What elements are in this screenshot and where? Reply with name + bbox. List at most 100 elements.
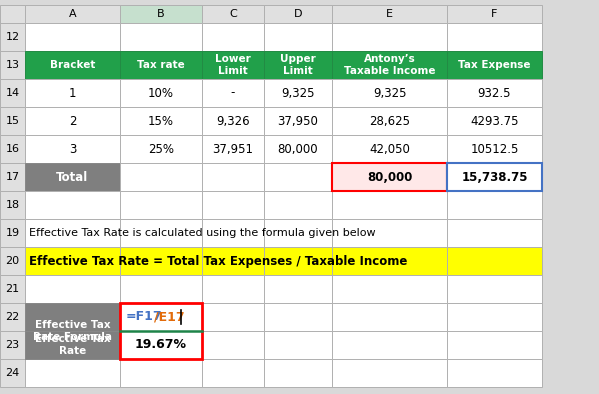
Bar — [332, 219, 447, 247]
Bar — [447, 275, 542, 303]
Text: 4293.75: 4293.75 — [470, 115, 519, 128]
Text: 14: 14 — [5, 88, 20, 98]
Bar — [332, 275, 447, 303]
Bar — [202, 107, 264, 135]
Bar — [120, 275, 202, 303]
Bar — [447, 23, 542, 51]
Text: 23: 23 — [5, 340, 20, 350]
Text: 22: 22 — [5, 312, 20, 322]
Bar — [264, 359, 332, 387]
Bar — [202, 359, 264, 387]
Bar — [0, 51, 25, 79]
Bar — [264, 303, 332, 331]
Text: 3: 3 — [69, 143, 76, 156]
Text: Antony’s
Taxable Income: Antony’s Taxable Income — [344, 54, 435, 76]
Text: Effective Tax Rate is calculated using the formula given below: Effective Tax Rate is calculated using t… — [29, 228, 376, 238]
Bar — [120, 163, 202, 191]
Bar — [120, 79, 202, 107]
Bar — [25, 23, 120, 51]
Bar — [25, 275, 120, 303]
Bar — [0, 331, 25, 359]
Text: Tax Expense: Tax Expense — [458, 60, 531, 70]
Bar — [447, 51, 542, 79]
Bar — [332, 5, 447, 23]
Bar — [0, 79, 25, 107]
Bar — [25, 135, 120, 163]
Text: 37,950: 37,950 — [277, 115, 319, 128]
Bar — [447, 5, 542, 23]
Bar — [0, 191, 25, 219]
Text: 1: 1 — [69, 87, 76, 100]
Text: 42,050: 42,050 — [369, 143, 410, 156]
Bar — [202, 23, 264, 51]
Bar — [25, 51, 120, 79]
Bar — [264, 79, 332, 107]
Bar — [202, 51, 264, 79]
Bar — [332, 331, 447, 359]
Bar — [0, 219, 25, 247]
Bar — [120, 5, 202, 23]
Text: Total: Total — [56, 171, 89, 184]
Bar — [120, 51, 202, 79]
Bar — [447, 79, 542, 107]
Bar — [264, 135, 332, 163]
Bar — [202, 303, 264, 331]
Text: 13: 13 — [5, 60, 20, 70]
Bar — [202, 191, 264, 219]
Text: 16: 16 — [5, 144, 20, 154]
Text: E: E — [386, 9, 393, 19]
Text: 18: 18 — [5, 200, 20, 210]
Text: Lower
Limit: Lower Limit — [215, 54, 251, 76]
Bar — [447, 191, 542, 219]
Bar — [202, 79, 264, 107]
Bar — [202, 275, 264, 303]
Bar — [202, 247, 264, 275]
Bar — [264, 331, 332, 359]
Bar — [447, 247, 542, 275]
Bar — [25, 331, 120, 359]
Bar — [447, 331, 542, 359]
Text: 15,738.75: 15,738.75 — [461, 171, 528, 184]
Bar — [120, 135, 202, 163]
Text: Effective Tax
Rate Formula: Effective Tax Rate Formula — [33, 320, 112, 342]
Bar — [332, 303, 447, 331]
Bar — [0, 23, 25, 51]
Bar — [264, 247, 332, 275]
Text: 80,000: 80,000 — [367, 171, 412, 184]
Bar — [202, 135, 264, 163]
Bar — [264, 5, 332, 23]
Text: Upper
Limit: Upper Limit — [280, 54, 316, 76]
Text: A: A — [69, 9, 76, 19]
Text: 10512.5: 10512.5 — [470, 143, 519, 156]
Text: 9,326: 9,326 — [216, 115, 250, 128]
Bar — [447, 303, 542, 331]
Bar — [25, 219, 120, 247]
Bar — [120, 303, 202, 359]
Text: D: D — [294, 9, 302, 19]
Text: 10%: 10% — [148, 87, 174, 100]
Bar — [0, 359, 25, 387]
Text: 932.5: 932.5 — [478, 87, 512, 100]
Bar — [447, 219, 542, 247]
Bar — [332, 107, 447, 135]
Bar — [447, 163, 542, 191]
Bar — [120, 107, 202, 135]
Text: Effective Tax
Rate: Effective Tax Rate — [35, 334, 110, 356]
Bar — [0, 163, 25, 191]
Text: 20: 20 — [5, 256, 20, 266]
Bar — [0, 107, 25, 135]
Text: 15: 15 — [5, 116, 20, 126]
Bar — [202, 163, 264, 191]
Bar — [332, 247, 447, 275]
Bar — [202, 5, 264, 23]
Bar — [332, 359, 447, 387]
Bar — [332, 163, 447, 191]
Bar — [264, 275, 332, 303]
Bar — [332, 191, 447, 219]
Bar — [447, 359, 542, 387]
Bar — [0, 5, 25, 23]
Bar — [447, 135, 542, 163]
Bar — [120, 359, 202, 387]
Text: 25%: 25% — [148, 143, 174, 156]
Bar — [0, 135, 25, 163]
